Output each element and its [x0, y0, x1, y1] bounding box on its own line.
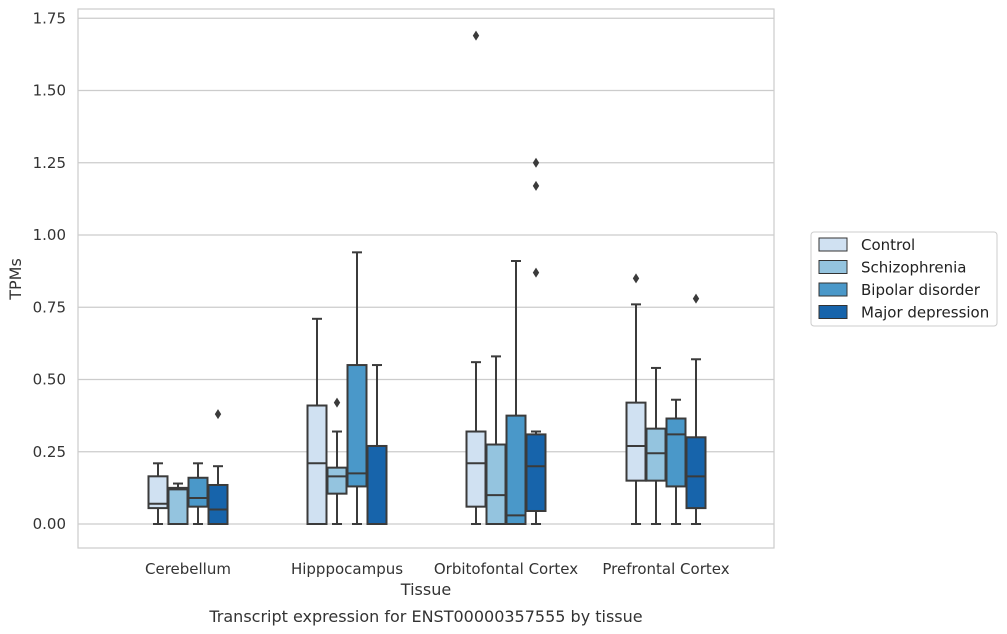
- box-bipolar-disorder: [346, 251, 368, 525]
- outlier-point: [632, 273, 640, 284]
- box-bipolar-disorder: [187, 462, 209, 525]
- outlier-point: [532, 180, 540, 191]
- legend-swatch: [818, 237, 848, 252]
- box-schizophrenia: [485, 355, 507, 525]
- box-iqr: [167, 486, 189, 525]
- outlier-point: [472, 30, 480, 41]
- box-major-depression: [366, 364, 388, 525]
- chart-title: Transcript expression for ENST0000035755…: [208, 607, 642, 626]
- legend-label: Major depression: [861, 304, 989, 322]
- legend-label: Schizophrenia: [861, 259, 966, 277]
- box-major-depression: [685, 293, 707, 525]
- legend-frame: [810, 231, 998, 327]
- box-bipolar-disorder: [665, 398, 687, 525]
- box-iqr: [187, 476, 209, 508]
- box-iqr: [685, 436, 707, 510]
- box-iqr: [485, 443, 507, 525]
- x-tick-label: Prefrontal Cortex: [602, 560, 729, 578]
- box-schizophrenia: [167, 482, 189, 525]
- box-iqr: [346, 364, 368, 488]
- box-iqr: [207, 483, 229, 525]
- box-iqr: [326, 466, 348, 495]
- box-control: [147, 462, 169, 525]
- legend: Control Schizophrenia Bipolar disorder Majo…: [810, 231, 998, 327]
- outlier-point: [692, 293, 700, 304]
- box-major-depression: [207, 409, 229, 525]
- box-iqr: [625, 401, 647, 482]
- x-axis-ticks: Cerebellum Hipppocampus Orbitofontal Corte…: [145, 560, 730, 578]
- box-iqr: [306, 404, 328, 526]
- outlier-point: [214, 409, 222, 420]
- legend-label: Control: [861, 236, 915, 254]
- box-iqr: [366, 444, 388, 525]
- box-schizophrenia: [326, 397, 348, 525]
- legend-swatch: [818, 260, 848, 274]
- outlier-point: [333, 397, 341, 408]
- outlier-point: [532, 157, 540, 168]
- y-tick-label: 1.25: [33, 154, 66, 172]
- y-tick-label: 0.75: [33, 298, 66, 316]
- legend-swatch: [818, 305, 848, 319]
- x-tick-label: Orbitofontal Cortex: [434, 560, 578, 578]
- outlier-point: [532, 267, 540, 278]
- x-tick-label: Hipppocampus: [291, 560, 403, 578]
- box-major-depression: [525, 157, 547, 525]
- y-tick-label: 0.00: [33, 515, 66, 533]
- box-iqr: [525, 433, 547, 512]
- legend-label: Bipolar disorder: [861, 281, 981, 299]
- y-tick-label: 0.25: [33, 443, 66, 461]
- y-tick-label: 1.50: [33, 82, 66, 100]
- box-iqr: [665, 417, 687, 488]
- box-schizophrenia: [645, 366, 667, 525]
- x-tick-label: Cerebellum: [145, 560, 231, 578]
- box-series: [147, 30, 707, 526]
- box-control: [465, 30, 487, 525]
- x-axis-label: Tissue: [400, 580, 451, 599]
- legend-swatch: [818, 282, 848, 297]
- grid-lines: [78, 17, 774, 525]
- box-control: [625, 273, 647, 525]
- box-iqr: [505, 414, 527, 525]
- box-bipolar-disorder: [505, 260, 527, 525]
- box-control: [306, 317, 328, 526]
- y-tick-label: 1.00: [33, 226, 66, 244]
- y-tick-label: 0.50: [33, 371, 66, 389]
- y-tick-label: 1.75: [33, 9, 66, 27]
- y-axis-label: TPMs: [6, 258, 25, 301]
- box-iqr: [645, 427, 667, 482]
- y-axis-ticks: 0.00 0.25 0.50 0.75 1.00 1.25 1.50 1.75: [33, 9, 66, 533]
- box-iqr: [465, 430, 487, 508]
- plot-frame: [77, 8, 775, 549]
